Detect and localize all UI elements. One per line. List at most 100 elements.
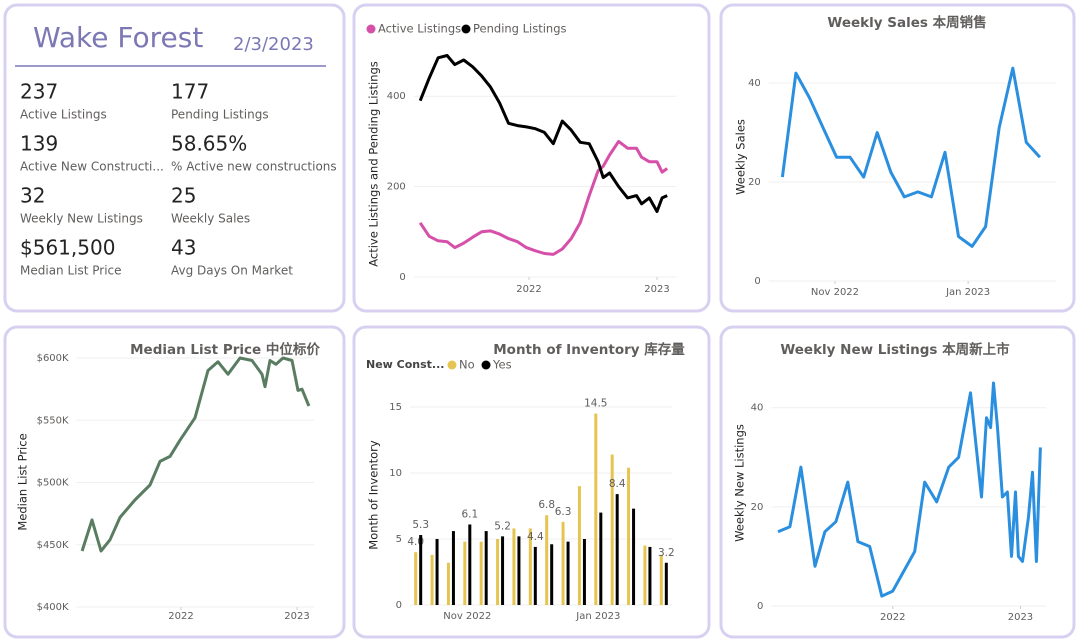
kpi-title: Wake Forest — [33, 21, 203, 54]
bar — [664, 562, 668, 605]
legend-label: Yes — [492, 358, 512, 372]
bar — [479, 541, 483, 605]
x-tick-label: Jan 2023 — [945, 287, 990, 298]
bar — [484, 531, 488, 605]
bar — [550, 544, 554, 605]
bar — [648, 546, 652, 605]
x-tick-label: Nov 2022 — [443, 611, 491, 622]
y-tick-label: 20 — [751, 502, 764, 513]
line-series — [777, 381, 1042, 598]
bar — [517, 536, 521, 605]
legend-swatch — [447, 360, 457, 370]
line-series — [780, 66, 1042, 248]
bar — [561, 521, 565, 605]
bar — [446, 562, 450, 605]
bar — [501, 536, 505, 605]
kpi-label: Active New Constructi... — [20, 160, 164, 174]
new-listings-panel — [719, 325, 1076, 639]
kpi-label: Active Listings — [20, 108, 107, 122]
data-label: 8.4 — [609, 478, 626, 490]
bar — [566, 541, 570, 605]
x-tick-label: 2022 — [168, 611, 193, 622]
y-tick-label: 0 — [754, 276, 760, 287]
kpi-value: 43 — [171, 236, 196, 260]
y-axis-label: Median List Price — [16, 433, 30, 530]
bar — [451, 531, 455, 605]
x-tick-label: 2023 — [1008, 612, 1033, 623]
bar — [528, 528, 532, 605]
y-axis-label: Weekly New Listings — [733, 424, 747, 542]
y-tick-label: 0 — [396, 600, 402, 611]
kpi-panel — [3, 3, 346, 313]
y-axis-label: Month of Inventory — [367, 440, 381, 550]
bar — [435, 539, 439, 605]
chart-title: Weekly New Listings 本周新上市 — [780, 341, 1010, 358]
kpi-label: Median List Price — [20, 264, 122, 278]
bar — [577, 486, 581, 605]
y-tick-label: 40 — [751, 403, 764, 414]
y-axis-label: Weekly Sales — [734, 119, 748, 195]
bar — [615, 494, 619, 605]
x-tick-label: Nov 2022 — [811, 287, 859, 298]
kpi-value: $561,500 — [20, 236, 115, 260]
y-tick-label: 40 — [748, 78, 761, 89]
bar — [496, 539, 500, 605]
bar — [643, 545, 647, 605]
kpi-label: Pending Listings — [171, 108, 269, 122]
data-label: 4.4 — [527, 531, 544, 543]
legend-swatch — [366, 24, 376, 34]
legend-swatch — [461, 24, 471, 34]
kpi-value: 25 — [171, 184, 196, 208]
data-label: 5.3 — [412, 519, 429, 531]
listings-panel — [352, 3, 711, 313]
legend-swatch — [481, 360, 491, 370]
kpi-value: 32 — [20, 184, 45, 208]
data-label: 6.3 — [555, 506, 572, 518]
data-label: 5.2 — [494, 520, 511, 532]
legend-label: Active Listings — [378, 22, 461, 36]
data-label: 6.1 — [461, 508, 478, 520]
bar — [419, 535, 423, 605]
line-series — [418, 139, 669, 256]
bar — [468, 524, 472, 605]
bar — [627, 467, 631, 605]
y-axis-label: Active Listings and Pending Listings — [367, 61, 381, 267]
kpi-value: 177 — [171, 80, 209, 104]
y-tick-label: 0 — [757, 601, 763, 612]
legend-label: Pending Listings — [473, 22, 567, 36]
y-tick-label: $600K — [37, 353, 69, 364]
x-tick-label: 2023 — [644, 284, 669, 295]
sales-panel — [719, 3, 1076, 313]
chart-title: Weekly Sales 本周销售 — [827, 14, 986, 31]
kpi-date: 2/3/2023 — [233, 34, 314, 55]
legend-title: New Const... — [366, 358, 444, 371]
line-series — [418, 54, 668, 213]
bar — [594, 413, 598, 605]
legend-label: No — [459, 358, 475, 372]
data-label: 14.5 — [584, 398, 607, 410]
y-tick-label: 200 — [387, 182, 406, 193]
line-series — [80, 356, 311, 553]
chart-title: Median List Price 中位标价 — [130, 341, 320, 358]
chart-title: Month of Inventory 库存量 — [493, 341, 685, 358]
bar — [632, 508, 636, 605]
y-tick-label: 5 — [396, 534, 402, 545]
x-tick-label: Jan 2023 — [575, 611, 620, 622]
y-tick-label: 400 — [387, 91, 406, 102]
data-label: 3.2 — [658, 547, 675, 559]
kpi-value: 237 — [20, 80, 58, 104]
bar — [512, 528, 516, 605]
bar — [463, 541, 467, 605]
kpi-label: Weekly Sales — [171, 212, 250, 226]
bar — [610, 454, 614, 605]
y-tick-label: 0 — [399, 272, 405, 283]
kpi-label: % Active new constructions — [171, 160, 337, 174]
y-tick-label: 20 — [748, 177, 761, 188]
bar — [414, 552, 418, 605]
inventory-panel — [352, 325, 711, 639]
bar — [599, 512, 603, 605]
bar — [430, 554, 434, 605]
kpi-value: 139 — [20, 132, 58, 156]
y-tick-label: 10 — [389, 468, 402, 479]
